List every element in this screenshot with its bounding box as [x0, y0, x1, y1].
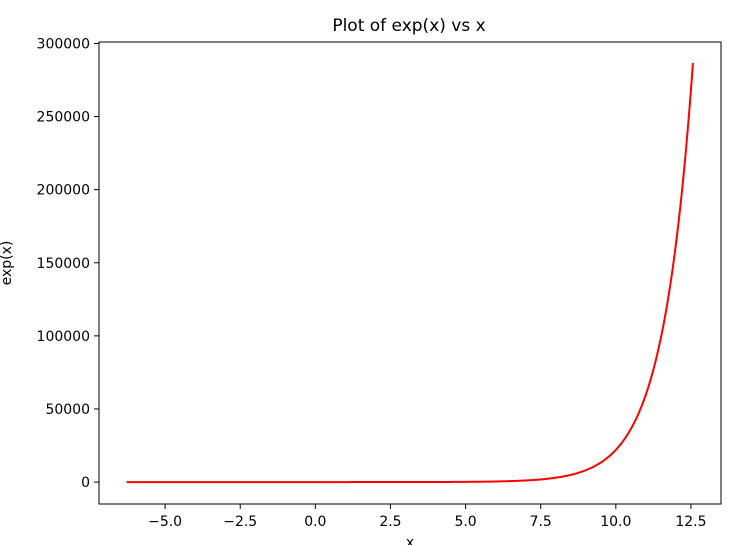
x-tick-label: 12.5 [675, 514, 706, 530]
x-tick-label: 5.0 [454, 514, 476, 530]
y-axis-label: exp(x) [0, 241, 15, 286]
y-tick-label: 50000 [45, 402, 90, 418]
x-tick-label: 7.5 [530, 514, 552, 530]
x-tick-label: −5.0 [148, 514, 182, 530]
axes-frame [98, 41, 722, 505]
y-tick-label: 300000 [37, 36, 90, 52]
series-layer [126, 62, 694, 484]
y-axis-ticks: 0 50000 100000 150000 200000 250000 300000 [37, 36, 99, 491]
plot-area: −5.0 −2.5 0.0 2.5 5.0 7.5 10.0 12.5 0 50000 10000… [37, 36, 722, 530]
x-axis-label: x [406, 535, 414, 545]
y-tick-label: 250000 [37, 110, 90, 126]
x-axis-ticks: −5.0 −2.5 0.0 2.5 5.0 7.5 10.0 12.5 [148, 504, 707, 530]
y-tick-label: 0 [81, 475, 90, 491]
y-tick-label: 200000 [37, 183, 90, 199]
x-tick-label: 0.0 [304, 514, 326, 530]
y-tick-label: 100000 [37, 329, 90, 345]
chart-title: Plot of exp(x) vs x [332, 16, 485, 36]
x-tick-label: 2.5 [379, 514, 401, 530]
y-tick-label: 150000 [37, 256, 90, 272]
series-line-exp [126, 62, 694, 484]
x-tick-label: 10.0 [600, 514, 631, 530]
x-tick-label: −2.5 [223, 514, 257, 530]
